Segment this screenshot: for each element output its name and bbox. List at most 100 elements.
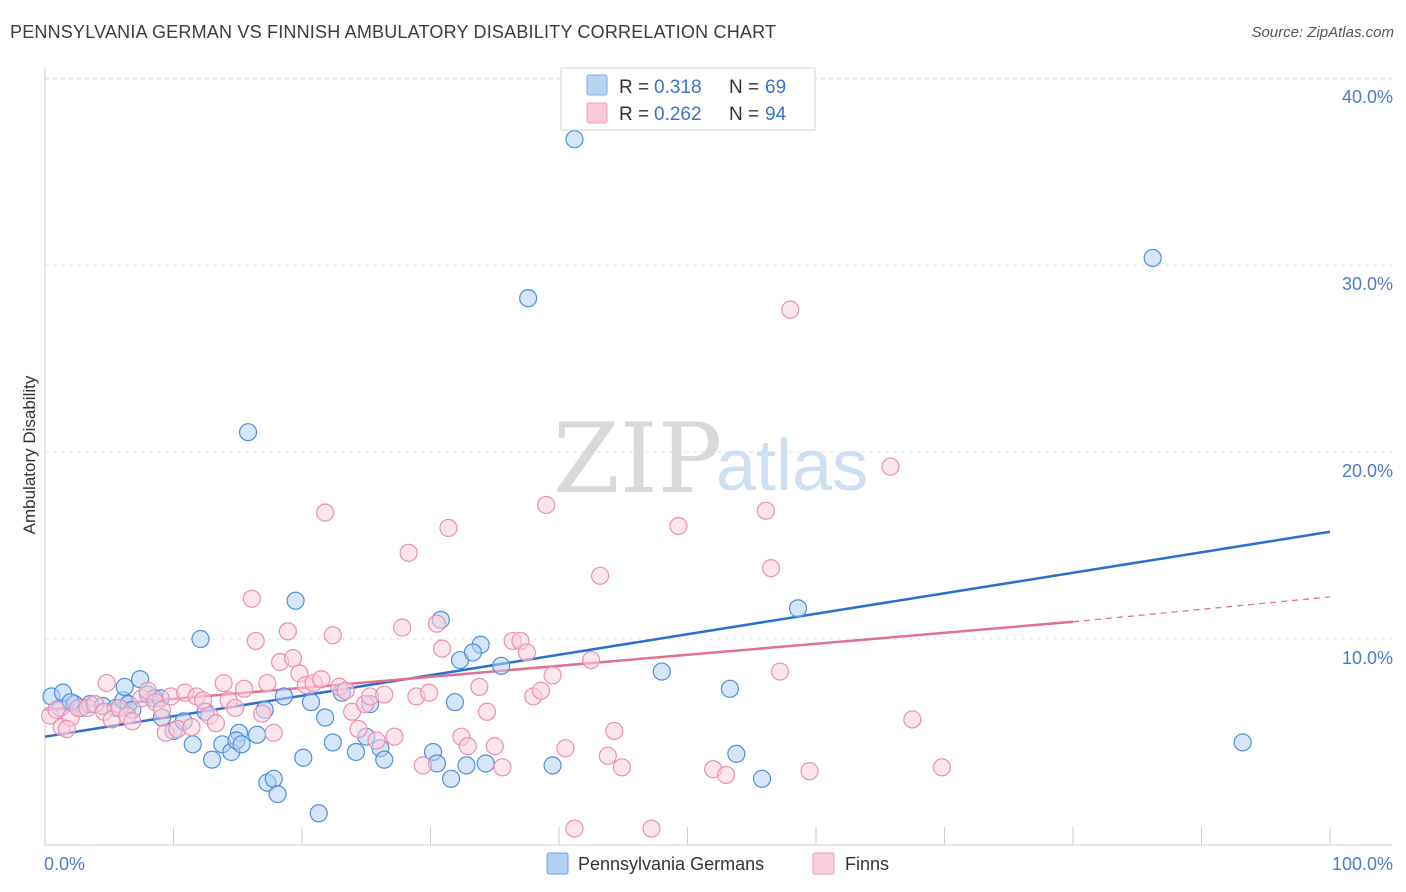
finns-point-53	[393, 618, 412, 637]
finns-point-73	[543, 666, 562, 685]
finns-point-85	[756, 501, 775, 520]
finns-point-54	[399, 543, 418, 562]
series-swatch-pennsylvania-germans	[546, 852, 569, 875]
finns-point-36	[278, 622, 297, 641]
finns-point-79	[605, 721, 624, 741]
correlation-legend: R = 0.318 N = 69 R = 0.262 N = 94	[560, 67, 816, 131]
pennsylvania-germans-point-53	[476, 754, 495, 773]
finns-point-65	[485, 737, 504, 756]
finns-point-23	[193, 691, 213, 710]
pennsylvania-germans-point-44	[375, 750, 394, 769]
legend-n-value-1: 69	[765, 77, 786, 98]
chart-title: PENNSYLVANIA GERMAN VS FINNISH AMBULATOR…	[10, 22, 777, 42]
finns-point-89	[800, 762, 819, 781]
pennsylvania-germans-point-57	[543, 756, 562, 775]
finns-point-93	[57, 719, 76, 739]
finns-point-34	[264, 723, 283, 742]
pennsylvania-germans-point-40	[346, 742, 366, 762]
pennsylvania-germans-point-26	[238, 423, 258, 442]
legend-r-value-1: 0.318	[654, 77, 702, 98]
finns-point-45	[336, 681, 355, 700]
pennsylvania-germans-point-18	[191, 629, 210, 649]
finns-point-60	[439, 518, 458, 538]
finns-point-76	[582, 650, 601, 670]
pennsylvania-germans-point-33	[286, 591, 305, 610]
y-axis-label: Ambulatory Disability	[20, 375, 39, 534]
pennsylvania-germans-point-60	[720, 679, 740, 698]
series-swatch-finns	[812, 852, 835, 875]
finns-point-32	[253, 704, 272, 723]
pennsylvania-germans-point-36	[309, 804, 328, 823]
pennsylvania-germans-point-25	[232, 735, 251, 754]
x-tick-label-1: 100.0%	[1332, 854, 1393, 874]
pennsylvania-germans-point-31	[268, 785, 287, 804]
y-tick-label-1: 20.0%	[1342, 461, 1393, 481]
pennsylvania-germans-point-30	[264, 769, 283, 788]
finns-point-71	[531, 681, 551, 700]
y-tick-label-3: 40.0%	[1342, 87, 1393, 107]
finns-trend-line	[44, 620, 1074, 712]
finns-point-66	[493, 758, 512, 777]
pennsylvania-germans-point-65	[1233, 733, 1252, 752]
finns-point-62	[458, 737, 477, 756]
series-legend: Pennsylvania Germans Finns	[546, 852, 889, 875]
pennsylvania-germans-point-17	[183, 735, 202, 754]
legend-r-label-2: R =	[619, 104, 649, 125]
pennsylvania-germans-point-27	[247, 725, 267, 744]
finns-point-92	[932, 758, 952, 777]
finns-point-8	[97, 673, 116, 693]
finns-point-47	[349, 719, 368, 739]
finns-point-74	[556, 739, 575, 758]
x-tick-labels: 0.0% 100.0%	[44, 854, 1393, 874]
finns-point-42	[316, 503, 335, 522]
finns-point-69	[517, 643, 536, 662]
source-label: Source: ZipAtlas.com	[1251, 24, 1394, 41]
finns-point-75	[565, 819, 584, 838]
pennsylvania-germans-point-32	[274, 687, 294, 706]
legend-n-label-1: N =	[729, 77, 759, 98]
pennsylvania-germans-point-10	[115, 677, 134, 696]
finns-point-88	[781, 300, 800, 319]
finns-point-21	[182, 717, 201, 737]
pennsylvania-germans-point-62	[752, 769, 772, 788]
series-label-pennsylvania-germans: Pennsylvania Germans	[578, 854, 764, 874]
finns-point-87	[770, 662, 790, 681]
pennsylvania-germans-trend-line	[44, 530, 1331, 738]
pennsylvania-germans-point-55	[492, 656, 511, 675]
finns-point-51	[375, 685, 394, 704]
finns-point-81	[642, 819, 661, 838]
finns-point-33	[258, 673, 277, 693]
pennsylvania-germans-point-59	[652, 662, 671, 681]
pennsylvania-germans-point-58	[565, 130, 584, 149]
finns-point-84	[716, 765, 736, 785]
finns-point-30	[242, 589, 261, 608]
watermark-zip: ZIP	[553, 403, 722, 515]
finns-point-64	[477, 702, 497, 721]
finns-point-12	[123, 712, 142, 731]
pennsylvania-germans-point-51	[457, 756, 476, 775]
y-tick-label-0: 10.0%	[1342, 648, 1393, 668]
finns-trend-extension	[1072, 596, 1331, 623]
finns-point-77	[591, 566, 610, 585]
y-tick-label-2: 30.0%	[1342, 274, 1393, 294]
finns-point-82	[669, 516, 688, 536]
finns-point-1	[47, 700, 66, 719]
pennsylvania-germans-point-34	[294, 748, 313, 767]
legend-n-label-2: N =	[729, 104, 759, 125]
series-label-finns: Finns	[845, 854, 889, 874]
pennsylvania-germans-point-54	[463, 643, 483, 662]
finns-point-29	[235, 679, 254, 698]
pennsylvania-germans-point-48	[441, 769, 461, 788]
finns-point-63	[470, 677, 489, 696]
y-tick-labels: 10.0% 20.0% 30.0% 40.0%	[1342, 87, 1393, 668]
finns-point-90	[881, 457, 900, 476]
pennsylvania-germans-point-49	[445, 693, 465, 712]
finns-point-91	[903, 710, 922, 729]
finns-point-58	[427, 614, 447, 633]
finns-point-86	[761, 559, 781, 578]
finns-point-28	[226, 698, 245, 718]
finns-point-26	[214, 673, 233, 693]
data-points	[41, 130, 1252, 838]
finns-point-72	[537, 495, 556, 515]
